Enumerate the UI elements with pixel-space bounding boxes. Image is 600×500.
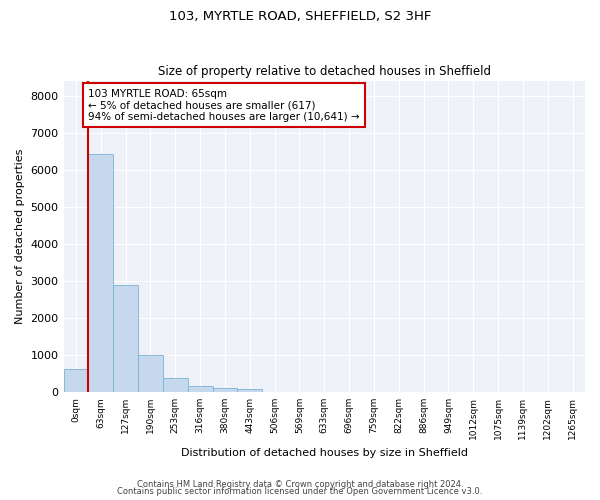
Bar [163,378,188,392]
Bar [238,390,262,392]
Bar [212,388,238,392]
Bar [113,285,138,392]
X-axis label: Distribution of detached houses by size in Sheffield: Distribution of detached houses by size … [181,448,468,458]
Bar [88,154,113,392]
Text: Contains public sector information licensed under the Open Government Licence v3: Contains public sector information licen… [118,488,482,496]
Bar [188,386,212,392]
Text: 103, MYRTLE ROAD, SHEFFIELD, S2 3HF: 103, MYRTLE ROAD, SHEFFIELD, S2 3HF [169,10,431,23]
Text: Contains HM Land Registry data © Crown copyright and database right 2024.: Contains HM Land Registry data © Crown c… [137,480,463,489]
Bar [138,355,163,392]
Y-axis label: Number of detached properties: Number of detached properties [15,149,25,324]
Text: 103 MYRTLE ROAD: 65sqm
← 5% of detached houses are smaller (617)
94% of semi-det: 103 MYRTLE ROAD: 65sqm ← 5% of detached … [88,88,360,122]
Title: Size of property relative to detached houses in Sheffield: Size of property relative to detached ho… [158,66,491,78]
Bar [64,369,88,392]
